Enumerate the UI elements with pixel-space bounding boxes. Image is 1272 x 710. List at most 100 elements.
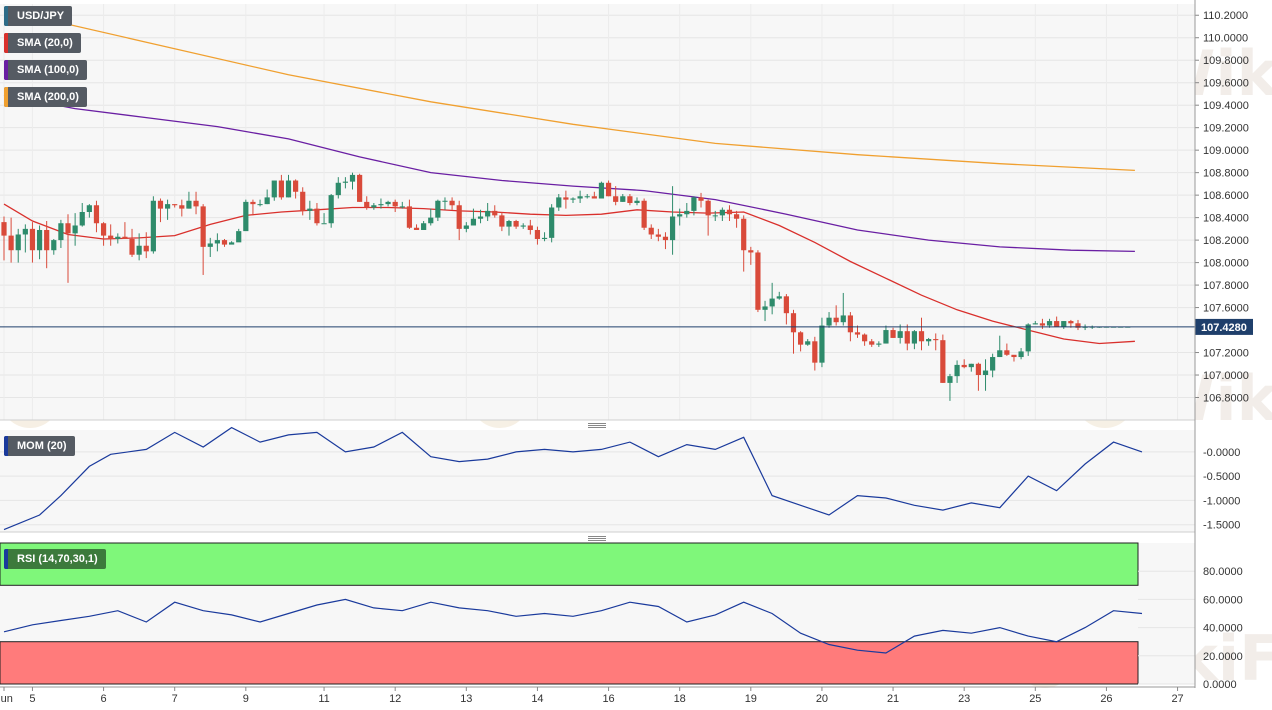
candle xyxy=(563,190,569,209)
symbol-label: USD/JPY xyxy=(4,6,73,26)
candle xyxy=(456,200,462,241)
candle-body xyxy=(150,200,156,252)
candle-body xyxy=(65,223,71,234)
candle-body xyxy=(136,245,142,255)
candle-body xyxy=(605,182,612,197)
candle xyxy=(150,196,156,254)
candle-body xyxy=(1025,324,1031,352)
mom-swatch xyxy=(4,436,8,456)
candle xyxy=(990,353,996,378)
candle xyxy=(172,204,178,208)
candle-body xyxy=(335,182,341,196)
candle-body xyxy=(236,231,242,243)
x-tick-label: 27 xyxy=(1171,693,1183,705)
candle-body xyxy=(684,210,690,215)
candle xyxy=(300,187,306,216)
x-tick-label: 23 xyxy=(958,693,970,705)
mom-plot-bg xyxy=(0,430,1195,532)
candle-body xyxy=(29,228,36,251)
candle-body xyxy=(776,296,782,299)
candle xyxy=(100,222,107,246)
candle xyxy=(748,246,754,265)
x-tick-label: 16 xyxy=(602,693,614,705)
sma100-swatch xyxy=(4,60,8,80)
candle-body xyxy=(1039,323,1046,326)
candle-body xyxy=(762,306,768,310)
candle-body xyxy=(982,370,989,376)
mom-tick-label: -0.0000 xyxy=(1203,447,1240,459)
candle xyxy=(769,282,775,315)
candle xyxy=(790,309,797,354)
candle xyxy=(392,199,398,212)
candle-body xyxy=(805,341,811,345)
candle xyxy=(954,360,960,383)
x-tick-label: 9 xyxy=(243,693,249,705)
candle xyxy=(527,219,533,235)
candle xyxy=(812,336,818,371)
candle-body xyxy=(349,174,356,182)
candle-body xyxy=(86,205,92,212)
candle xyxy=(762,300,768,322)
candle xyxy=(157,198,164,223)
candle xyxy=(499,212,505,232)
rsi-tick-label: 20.0000 xyxy=(1203,651,1243,663)
sma200-swatch xyxy=(4,87,8,107)
candle xyxy=(129,228,135,257)
candle xyxy=(705,199,711,236)
candle xyxy=(684,203,690,218)
mom-text: MOM (20) xyxy=(17,440,67,452)
x-tick-label: Jun xyxy=(0,693,13,705)
rsi-line xyxy=(3,598,1143,654)
candle-body xyxy=(662,236,669,241)
price-tick-label: 107.8000 xyxy=(1203,280,1249,292)
price-tick-label: 109.8000 xyxy=(1203,55,1249,67)
candle-body xyxy=(79,212,85,226)
candle-body xyxy=(556,197,562,208)
candle xyxy=(549,204,555,243)
candle-body xyxy=(741,218,747,251)
sma100-line xyxy=(3,94,1135,253)
candle-body xyxy=(456,205,462,229)
mom-tick-label: -1.0000 xyxy=(1203,495,1240,507)
candle-body xyxy=(115,236,121,239)
candle xyxy=(541,232,548,242)
candle xyxy=(833,305,839,326)
candle-body xyxy=(975,363,982,376)
mom-tick-label: -1.5000 xyxy=(1203,520,1240,532)
candle xyxy=(826,312,832,328)
symbol-text: USD/JPY xyxy=(17,10,65,22)
x-tick-label: 21 xyxy=(887,693,899,705)
candle xyxy=(570,197,576,204)
splitter-handle xyxy=(588,423,606,424)
candle xyxy=(115,233,121,244)
candle-body xyxy=(534,229,541,239)
rsi-tick-label: 40.0000 xyxy=(1203,623,1243,635)
candle xyxy=(819,317,825,368)
candle-body xyxy=(164,204,171,209)
candle xyxy=(975,362,982,391)
candle xyxy=(982,359,989,391)
candle xyxy=(357,173,363,202)
candle xyxy=(442,197,448,210)
sma200-line xyxy=(3,8,1135,172)
candle-body xyxy=(470,218,477,226)
candle-body xyxy=(1046,321,1053,326)
price-tick-label: 108.6000 xyxy=(1203,190,1249,202)
candle xyxy=(485,203,491,221)
price-tick-label: 109.0000 xyxy=(1203,145,1249,157)
candle-body xyxy=(847,315,853,333)
candle-body xyxy=(748,250,754,253)
candle-body xyxy=(485,210,491,217)
candle xyxy=(840,292,846,326)
candle-body xyxy=(499,215,505,227)
rsi-text: RSI (14,70,30,1) xyxy=(17,553,98,565)
candle-body xyxy=(869,341,875,345)
candle-body xyxy=(328,195,334,224)
candle-body xyxy=(428,217,434,224)
candle-body xyxy=(271,180,277,198)
candle-body xyxy=(492,210,498,216)
candle-body xyxy=(129,238,135,255)
candle xyxy=(364,196,370,210)
candle-body xyxy=(385,201,391,205)
candle xyxy=(933,333,939,351)
